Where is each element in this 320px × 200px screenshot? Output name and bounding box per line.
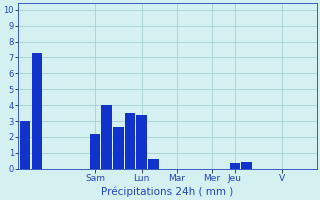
Bar — [125, 113, 135, 169]
Bar — [136, 115, 147, 169]
Bar — [32, 53, 42, 169]
Bar — [90, 134, 100, 169]
Bar — [230, 163, 240, 169]
Bar — [148, 159, 159, 169]
X-axis label: Précipitations 24h ( mm ): Précipitations 24h ( mm ) — [101, 186, 234, 197]
Bar — [101, 105, 112, 169]
Bar — [20, 121, 30, 169]
Bar — [113, 127, 124, 169]
Bar — [241, 162, 252, 169]
